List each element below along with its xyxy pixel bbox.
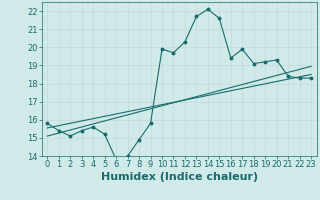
X-axis label: Humidex (Indice chaleur): Humidex (Indice chaleur) xyxy=(100,172,258,182)
